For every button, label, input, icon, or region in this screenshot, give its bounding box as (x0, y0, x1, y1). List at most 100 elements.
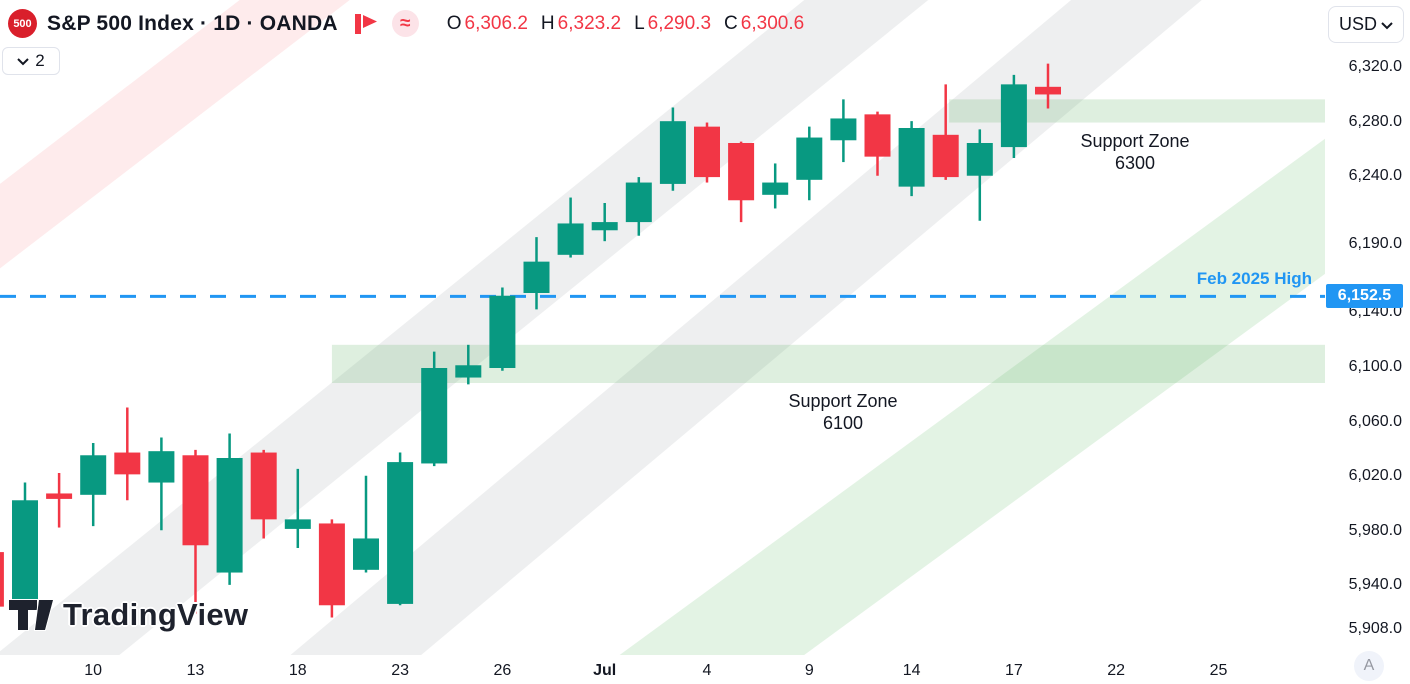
indicator-count: 2 (35, 51, 45, 70)
candle[interactable] (557, 197, 584, 258)
candle-body (250, 452, 277, 520)
x-axis-label: 25 (1209, 662, 1228, 679)
candle[interactable] (0, 552, 4, 607)
candle[interactable] (625, 177, 652, 236)
candle[interactable] (523, 237, 550, 310)
candle-body (318, 523, 345, 606)
flag-icon[interactable] (354, 13, 378, 35)
candle[interactable] (659, 107, 686, 191)
y-axis-label: 5,980.0 (1348, 521, 1402, 539)
candle-body (12, 500, 38, 603)
candle[interactable] (12, 482, 38, 608)
x-axis-label: 10 (84, 662, 103, 679)
candle-body (387, 462, 414, 604)
y-axis-label: 6,190.0 (1348, 235, 1402, 253)
y-axis-label: 6,100.0 (1348, 358, 1402, 375)
support-zone-rect-6300 (949, 99, 1325, 123)
candle-body (489, 295, 516, 368)
open-value: 6,306.2 (464, 12, 528, 34)
approx-icon[interactable]: ≈ (391, 10, 419, 37)
candle-body (182, 455, 209, 546)
candle[interactable] (387, 452, 414, 606)
support-zone-6100-label: Support Zone 6100 (788, 391, 898, 433)
tradingview-logo[interactable]: TradingView (8, 597, 248, 633)
x-axis-label: 26 (493, 662, 512, 679)
y-axis-label: 5,940.0 (1348, 576, 1402, 594)
x-axis-label: 18 (288, 662, 307, 679)
candle[interactable] (148, 437, 175, 531)
low-label: L (634, 12, 645, 34)
currency-select[interactable]: USD (1328, 6, 1404, 43)
symbol-header: 500 S&P 500 Index · 1D · OANDA ≈ O 6,306.… (8, 9, 804, 38)
tradingview-logo-icon (8, 599, 54, 631)
candle[interactable] (250, 449, 277, 539)
x-axis-label: 23 (391, 662, 409, 679)
candle[interactable] (46, 473, 73, 528)
candle-body (762, 182, 789, 195)
candle[interactable] (728, 141, 755, 223)
candle[interactable] (762, 163, 789, 209)
symbol-title[interactable]: S&P 500 Index · 1D · OANDA (47, 11, 338, 35)
auto-scale-badge[interactable]: A (1354, 651, 1384, 681)
candle[interactable] (898, 121, 925, 197)
candle[interactable] (114, 407, 141, 501)
candle-body (284, 519, 311, 529)
x-axis-label: 4 (702, 662, 712, 679)
candle[interactable] (455, 344, 482, 385)
candle[interactable] (353, 475, 379, 573)
candle-body (694, 126, 720, 178)
x-axis-label: 13 (186, 662, 205, 679)
y-axis-label: 6,320.0 (1348, 58, 1402, 75)
x-axis-label: 22 (1107, 662, 1126, 679)
price-axis[interactable]: 6,320.0 6,280.0 6,240.0 6,190.0 6,140.0 6,100… (1325, 0, 1410, 655)
candle-body (353, 538, 379, 570)
y-axis-label: 6,280.0 (1348, 112, 1402, 130)
x-axis-label: 9 (804, 662, 814, 679)
candle[interactable] (591, 203, 618, 242)
low-value: 6,290.3 (647, 12, 712, 34)
indicators-collapse-button[interactable]: 2 (2, 47, 60, 75)
high-value: 6,323.2 (557, 12, 622, 34)
candle[interactable] (796, 126, 823, 201)
candle[interactable] (1000, 74, 1027, 158)
feb-2025-high-label: Feb 2025 High (1196, 269, 1312, 288)
y-axis-label: 6,060.0 (1348, 412, 1402, 430)
candle[interactable] (216, 433, 243, 585)
feb-2025-high-price-tag: 6,152.5 (1326, 284, 1403, 309)
candle-body (932, 134, 959, 178)
high-label: H (540, 12, 555, 34)
candle[interactable] (694, 122, 720, 183)
candle-body (728, 143, 755, 201)
price-chart-canvas[interactable] (0, 0, 1325, 655)
x-axis-label: Jul (593, 662, 617, 679)
support-zone-6300-label: Support Zone 6300 (1080, 131, 1190, 173)
trend-band-green (597, 21, 1325, 655)
candle[interactable] (966, 129, 993, 221)
candle[interactable] (1035, 63, 1061, 109)
candle[interactable] (830, 99, 857, 163)
candle-body (0, 552, 4, 607)
candle-body (216, 458, 243, 573)
candle[interactable] (421, 351, 448, 467)
candle-body (898, 128, 925, 187)
tradingview-logo-text: TradingView (63, 597, 249, 632)
candle-body (796, 137, 823, 180)
x-axis-label: 17 (1004, 662, 1023, 679)
candle[interactable] (182, 449, 209, 614)
candle[interactable] (284, 468, 311, 548)
candle-body (557, 223, 584, 255)
candle-body (1035, 86, 1061, 95)
time-axis[interactable]: 10 13 18 23 26 Jul 4 9 14 17 22 25 (0, 655, 1410, 684)
candle-body (591, 222, 618, 231)
candle[interactable] (932, 84, 959, 180)
candle-body (659, 121, 686, 184)
candle-body (455, 365, 482, 378)
candle[interactable] (80, 443, 107, 527)
y-axis-label: 5,908.0 (1348, 619, 1402, 637)
candle[interactable] (489, 287, 516, 371)
chevron-down-icon (17, 51, 29, 71)
candle-body (864, 114, 891, 157)
candle[interactable] (318, 519, 345, 618)
candle[interactable] (864, 111, 891, 176)
